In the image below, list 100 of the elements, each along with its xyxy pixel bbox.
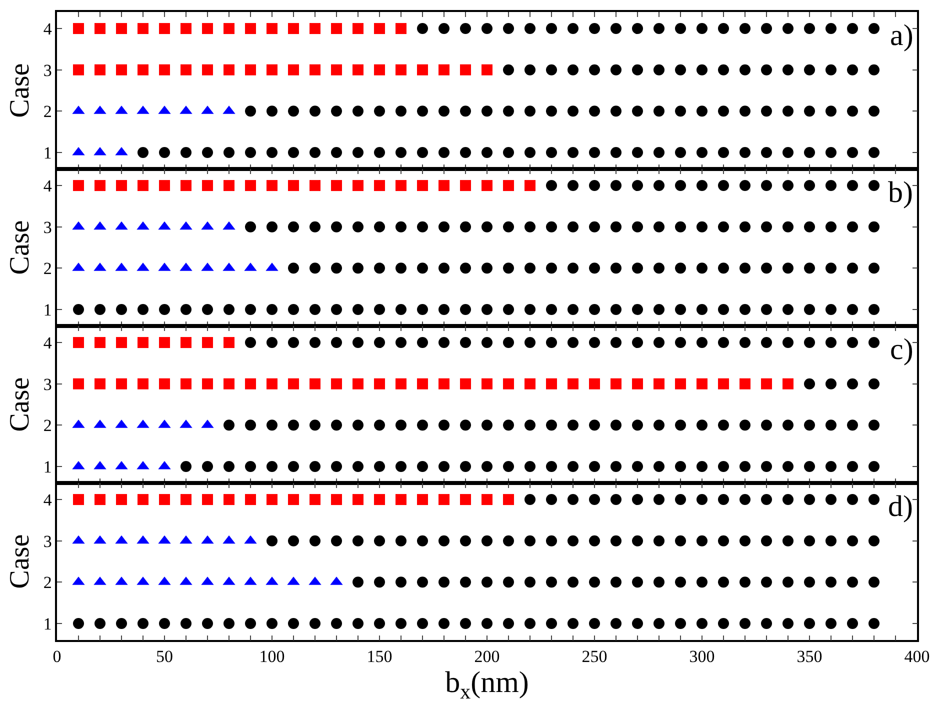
point [374, 64, 385, 76]
point [374, 23, 385, 34]
point [73, 337, 84, 348]
point [159, 378, 170, 390]
point [245, 378, 256, 390]
point [331, 64, 342, 76]
point [266, 23, 278, 34]
x-tick-label: 200 [474, 647, 500, 666]
point [138, 23, 148, 34]
point [740, 378, 750, 390]
point [180, 494, 192, 506]
point [331, 180, 342, 192]
point [288, 64, 299, 76]
point [352, 494, 364, 506]
point [438, 378, 450, 390]
point [331, 494, 342, 506]
x-tick-label: 150 [366, 647, 392, 666]
point [202, 23, 213, 34]
point [310, 64, 320, 76]
point [288, 180, 299, 192]
point [718, 378, 729, 390]
y-tick-label: 3 [43, 532, 52, 551]
point [245, 180, 256, 192]
y-axis-title: Case [4, 220, 36, 275]
point [94, 378, 106, 390]
x-tick-label: 400 [904, 647, 930, 666]
point [224, 23, 234, 34]
point [503, 180, 514, 192]
x-tick-label: 350 [796, 647, 822, 666]
point [202, 337, 213, 348]
point [73, 378, 84, 390]
point [438, 64, 450, 76]
point [94, 494, 106, 506]
point [94, 64, 106, 76]
point [73, 180, 84, 192]
point [288, 494, 299, 506]
point [524, 378, 536, 390]
point [568, 378, 578, 390]
point [460, 494, 471, 506]
point [782, 378, 794, 390]
y-axis-title: Case [4, 534, 36, 589]
point [159, 494, 170, 506]
point [180, 180, 192, 192]
point [417, 64, 428, 76]
point [761, 378, 772, 390]
point [460, 180, 471, 192]
y-tick-label: 3 [43, 60, 52, 80]
annotation: c) [890, 333, 914, 366]
y-tick-label: 3 [43, 218, 52, 237]
point [288, 23, 299, 34]
point [331, 23, 342, 34]
point [266, 378, 278, 390]
point [610, 378, 622, 390]
point [654, 378, 664, 390]
point [482, 64, 492, 76]
point [417, 378, 428, 390]
point [245, 64, 256, 76]
point [224, 378, 234, 390]
point [589, 378, 600, 390]
point [632, 378, 643, 390]
point [396, 378, 406, 390]
y-tick-label: 2 [43, 573, 52, 592]
point [116, 64, 127, 76]
point [224, 337, 234, 348]
x-axis-title: b$_{x}$(nm) [445, 666, 529, 704]
point [180, 378, 192, 390]
annotation: b) [888, 176, 913, 209]
y-tick-label: 1 [43, 457, 52, 476]
point [482, 378, 492, 390]
point [310, 23, 320, 34]
point [138, 180, 148, 192]
point [266, 494, 278, 506]
point [310, 378, 320, 390]
point [180, 23, 192, 34]
point [116, 494, 127, 506]
point [94, 337, 106, 348]
x-tick-label: 250 [582, 647, 608, 666]
y-tick-label: 1 [43, 614, 52, 634]
point [266, 180, 278, 192]
point [245, 23, 256, 34]
point [224, 64, 234, 76]
x-tick-label: 50 [156, 647, 173, 666]
y-tick-label: 4 [43, 176, 52, 196]
point [138, 337, 148, 348]
point [546, 378, 557, 390]
point [159, 180, 170, 192]
point [202, 494, 213, 506]
point [696, 378, 708, 390]
point [224, 180, 234, 192]
point [352, 64, 364, 76]
point [266, 64, 278, 76]
point [116, 180, 127, 192]
point [460, 64, 471, 76]
point [94, 180, 106, 192]
point [438, 180, 450, 192]
point [159, 23, 170, 34]
point [288, 378, 299, 390]
point [396, 64, 406, 76]
point [94, 23, 106, 34]
point [675, 378, 686, 390]
